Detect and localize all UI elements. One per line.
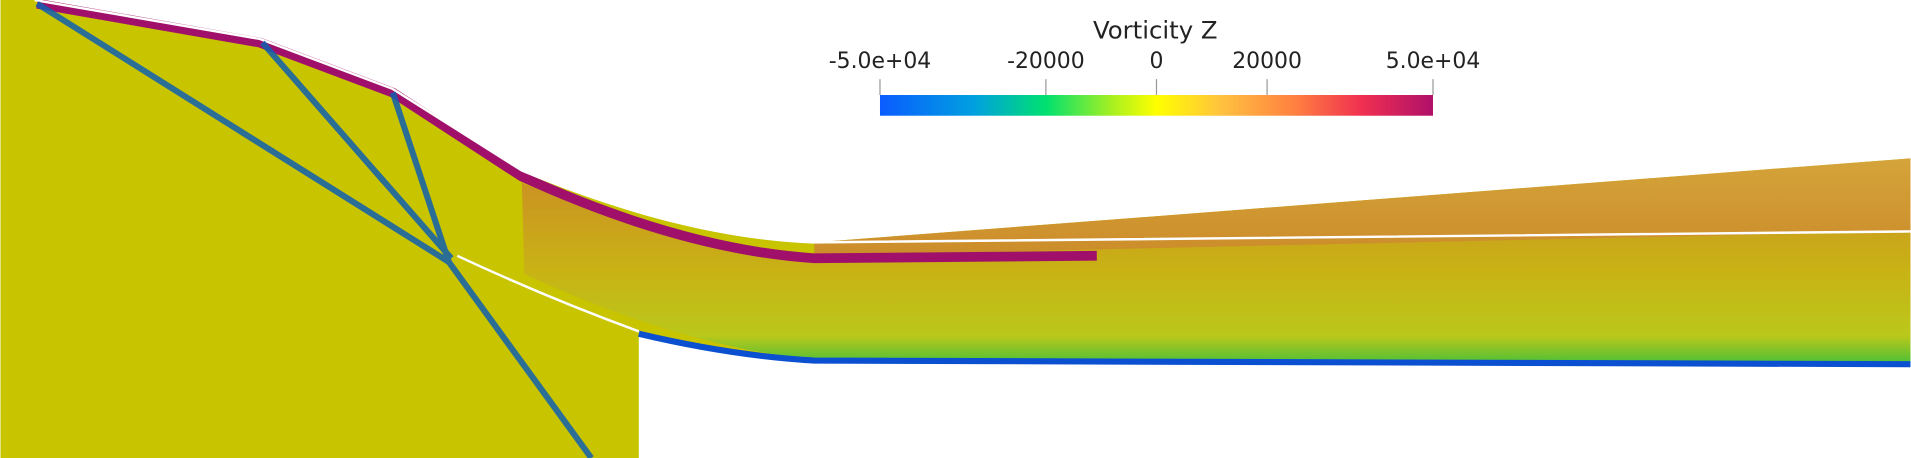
shear-layer xyxy=(36,0,1097,264)
colorbar-tick-label: 20000 xyxy=(1232,49,1302,74)
colorbar: Vorticity Z -5.0e+04 -20000 0 20000 5.0e+04 xyxy=(829,16,1481,116)
colorbar-tick-label: 0 xyxy=(1150,49,1164,74)
colorbar-gradient xyxy=(879,95,1433,116)
shock-line xyxy=(389,91,452,263)
bottom-layer xyxy=(638,330,1911,368)
upper-layer xyxy=(814,158,1911,256)
shocks xyxy=(35,1,594,458)
colorbar-title: Vorticity Z xyxy=(1093,16,1218,45)
colorbar-tick-label: -5.0e+04 xyxy=(829,49,931,74)
jet-core xyxy=(521,182,1911,363)
shock-line xyxy=(35,1,451,265)
colorbar-tick-label: -20000 xyxy=(1007,49,1085,74)
shock-line xyxy=(260,40,454,261)
wall-line xyxy=(34,0,1911,244)
colorbar-tick-label: 5.0e+04 xyxy=(1386,49,1481,74)
shock-line xyxy=(446,260,594,458)
lower-wall xyxy=(456,254,640,333)
